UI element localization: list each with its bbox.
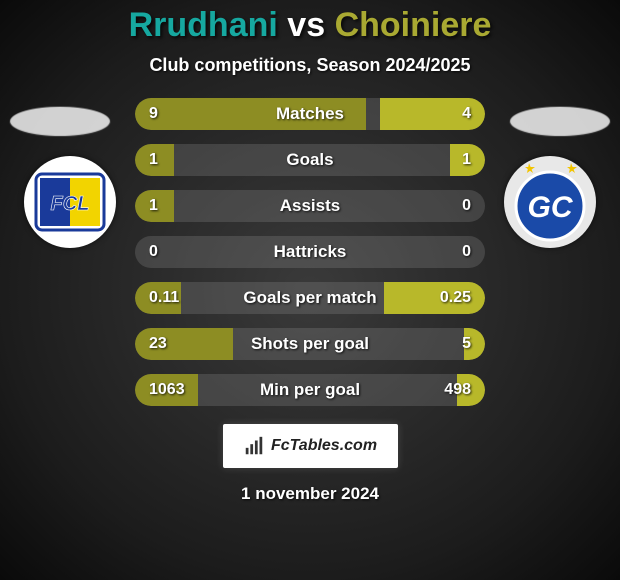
stat-label: Shots per goal [135,334,485,354]
stat-row: 1063498Min per goal [135,374,485,406]
stat-rows: 94Matches 11Goals 10Assists 00Hattricks 0.11… [135,98,485,406]
player-photo-left [9,107,112,136]
comparison-body: FCL GC 94Matches 11Goals 10Assists 00Hattri… [0,98,620,406]
player-photo-right [509,107,612,136]
comparison-title: Rrudhani vs Choiniere [129,6,492,45]
svg-text:GC: GC [528,191,574,224]
footer-date: 1 november 2024 [241,484,379,504]
gc-icon: GC [509,161,591,243]
club-badge-left: FCL [24,156,116,248]
title-player-right: Choiniere [335,6,492,44]
stat-row: 11Goals [135,144,485,176]
title-vs: vs [287,6,325,44]
stat-row: 0.110.25Goals per match [135,282,485,314]
stat-label: Min per goal [135,380,485,400]
svg-text:FCL: FCL [51,193,90,215]
stat-row: 10Assists [135,190,485,222]
stat-label: Goals per match [135,288,485,308]
stat-label: Hattricks [135,242,485,262]
watermark-text: FcTables.com [271,437,377,455]
watermark: FcTables.com [223,424,398,468]
fcl-icon: FCL [34,166,106,238]
subtitle: Club competitions, Season 2024/2025 [149,55,470,76]
club-badge-right: GC [504,156,596,248]
chart-icon [243,435,265,457]
stat-row: 235Shots per goal [135,328,485,360]
stat-label: Assists [135,196,485,216]
stat-row: 94Matches [135,98,485,130]
stat-label: Matches [135,104,485,124]
title-player-left: Rrudhani [129,6,278,44]
stat-row: 00Hattricks [135,236,485,268]
stat-label: Goals [135,150,485,170]
